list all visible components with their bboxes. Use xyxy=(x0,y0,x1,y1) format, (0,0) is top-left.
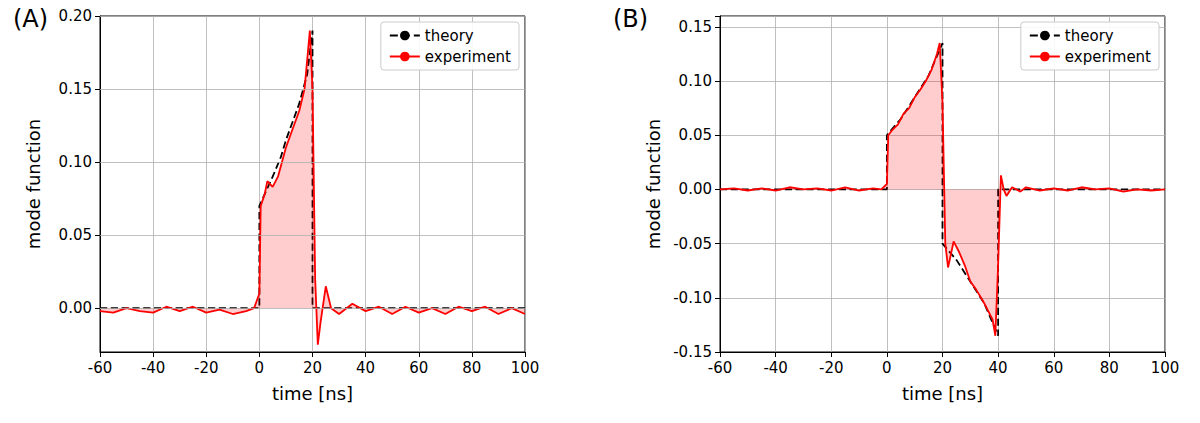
svg-text:80: 80 xyxy=(1100,359,1119,377)
svg-text:theory: theory xyxy=(1065,27,1114,45)
svg-text:(B): (B) xyxy=(613,5,648,33)
svg-text:20: 20 xyxy=(303,359,322,377)
svg-text:0.15: 0.15 xyxy=(679,18,712,36)
svg-text:experiment: experiment xyxy=(425,48,511,66)
svg-text:0: 0 xyxy=(255,359,265,377)
svg-text:mode function: mode function xyxy=(643,119,664,249)
svg-text:40: 40 xyxy=(356,359,375,377)
svg-text:0.10: 0.10 xyxy=(679,72,712,90)
svg-text:0.20: 0.20 xyxy=(59,7,92,25)
svg-text:0: 0 xyxy=(882,359,892,377)
svg-text:60: 60 xyxy=(1044,359,1063,377)
svg-text:80: 80 xyxy=(462,359,481,377)
svg-text:time [ns]: time [ns] xyxy=(272,383,353,404)
svg-text:-40: -40 xyxy=(763,359,788,377)
svg-text:-60: -60 xyxy=(88,359,113,377)
svg-text:mode function: mode function xyxy=(23,119,44,249)
svg-text:-0.10: -0.10 xyxy=(673,289,712,307)
svg-text:60: 60 xyxy=(409,359,428,377)
svg-text:0.15: 0.15 xyxy=(59,80,92,98)
svg-text:time [ns]: time [ns] xyxy=(902,383,983,404)
svg-text:40: 40 xyxy=(989,359,1008,377)
svg-text:-60: -60 xyxy=(708,359,733,377)
svg-text:(A): (A) xyxy=(13,5,48,33)
svg-text:20: 20 xyxy=(933,359,952,377)
svg-text:0.05: 0.05 xyxy=(679,126,712,144)
svg-text:0.00: 0.00 xyxy=(679,180,712,198)
svg-text:100: 100 xyxy=(511,359,540,377)
svg-text:-0.05: -0.05 xyxy=(673,235,712,253)
svg-text:0.05: 0.05 xyxy=(59,226,92,244)
svg-text:-20: -20 xyxy=(819,359,844,377)
svg-text:-0.15: -0.15 xyxy=(673,343,712,361)
svg-text:-40: -40 xyxy=(141,359,166,377)
svg-text:-20: -20 xyxy=(194,359,219,377)
svg-text:100: 100 xyxy=(1151,359,1180,377)
svg-text:0.10: 0.10 xyxy=(59,153,92,171)
svg-text:experiment: experiment xyxy=(1065,48,1151,66)
svg-text:theory: theory xyxy=(425,27,474,45)
svg-text:0.00: 0.00 xyxy=(59,299,92,317)
